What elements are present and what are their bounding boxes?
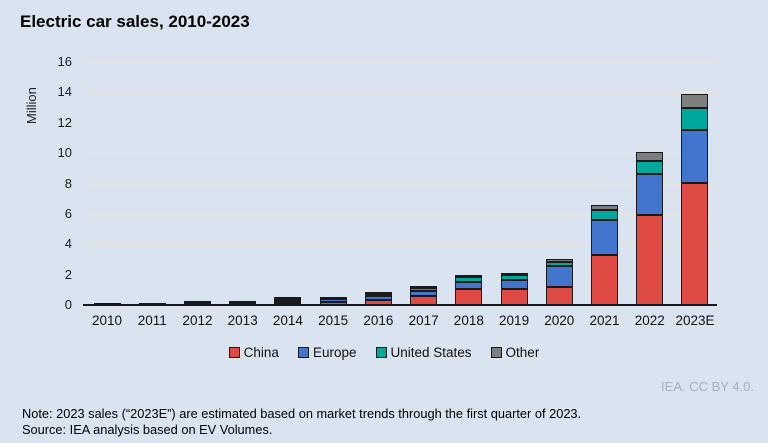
legend-item-united-states: United States: [375, 345, 472, 360]
x-tick-label: 2023E: [675, 313, 715, 328]
bar-segment-china: [591, 255, 619, 305]
bar-segment-china: [545, 287, 573, 305]
bar-segment-united-states: [591, 210, 619, 220]
x-tick-label: 2013: [227, 313, 258, 328]
bar-segment-europe: [274, 301, 302, 303]
bar-segment-china: [681, 183, 709, 305]
y-tick-label: 10: [57, 145, 72, 161]
x-tick-label: 2012: [182, 313, 213, 328]
x-tick-label: 2017: [408, 313, 439, 328]
y-tick-label: 8: [64, 175, 72, 191]
legend-swatch-icon: [490, 347, 502, 358]
bar-segment-united-states: [410, 288, 438, 291]
gridline: [85, 244, 717, 246]
bar-2018: [455, 275, 483, 305]
legend-item-china: China: [228, 345, 279, 360]
legend-item-other: Other: [490, 345, 540, 360]
gridline: [85, 122, 717, 124]
bar-segment-united-states: [545, 262, 573, 266]
bar-2023E: [681, 94, 709, 305]
bar-segment-other: [274, 297, 302, 299]
source-text: Source: IEA analysis based on EV Volumes…: [22, 422, 273, 437]
legend-swatch-icon: [228, 347, 240, 358]
bar-segment-other: [455, 275, 483, 277]
bar-segment-other: [410, 286, 438, 288]
bar-segment-europe: [591, 220, 619, 255]
legend-item-europe: Europe: [297, 345, 357, 360]
y-axis-label: Million: [24, 87, 39, 125]
y-tick-label: 6: [64, 205, 72, 221]
gridline: [85, 213, 717, 215]
bar-segment-united-states: [364, 294, 392, 296]
bar-segment-united-states: [681, 108, 709, 130]
x-tick-label: 2016: [363, 313, 394, 328]
bar-segment-europe: [545, 266, 573, 287]
bar-segment-europe: [455, 282, 483, 289]
bar-segment-united-states: [319, 297, 347, 299]
note-text: Note: 2023 sales (“2023E”) are estimated…: [22, 406, 582, 421]
legend-label: Other: [505, 345, 540, 360]
bar-2020: [545, 259, 573, 305]
plot-area: [85, 62, 717, 305]
bar-segment-united-states: [455, 277, 483, 282]
gridline: [85, 274, 717, 276]
bar-segment-united-states: [274, 299, 302, 301]
x-tick-label: 2014: [272, 313, 303, 328]
bar-segment-europe: [364, 296, 392, 300]
bar-segment-other: [636, 152, 664, 161]
bar-segment-other: [183, 301, 211, 303]
y-tick-label: 16: [57, 54, 72, 69]
x-tick-label: 2019: [499, 313, 530, 328]
bar-segment-united-states: [229, 301, 257, 303]
bar-segment-united-states: [636, 161, 664, 174]
bar-2017: [410, 286, 438, 305]
x-tick-label: 2021: [589, 313, 620, 328]
bar-segment-united-states: [500, 275, 528, 280]
legend-swatch-icon: [375, 347, 387, 358]
bar-segment-other: [364, 292, 392, 294]
bar-2019: [500, 273, 528, 305]
gridline: [85, 183, 717, 185]
x-tick-label: 2011: [137, 313, 167, 328]
y-tick-label: 0: [64, 297, 72, 312]
bar-segment-other: [681, 94, 709, 108]
bar-segment-china: [636, 215, 664, 305]
y-tick-label: 4: [64, 236, 72, 252]
legend-label: Europe: [312, 345, 357, 360]
bar-segment-other: [591, 205, 619, 210]
bar-2022: [636, 152, 664, 305]
gridline: [85, 62, 717, 63]
bar-segment-china: [500, 289, 528, 305]
bar-segment-europe: [319, 299, 347, 302]
bar-segment-europe: [681, 130, 709, 183]
legend-swatch-icon: [297, 347, 309, 358]
x-axis-line: [83, 304, 717, 306]
x-tick-label: 2010: [91, 313, 123, 328]
bar-segment-europe: [500, 280, 528, 289]
bar-segment-other: [545, 259, 573, 262]
bar-2021: [591, 205, 619, 305]
license-credit: IEA. CC BY 4.0.: [661, 379, 754, 394]
legend-label: China: [243, 345, 279, 360]
bar-segment-europe: [636, 174, 664, 215]
bar-segment-china: [455, 289, 483, 305]
gridline: [85, 153, 717, 155]
y-tick-label: 2: [64, 266, 72, 282]
chart-title: Electric car sales, 2010-2023: [20, 12, 250, 31]
bar-segment-other: [500, 273, 528, 275]
gridline: [85, 92, 717, 94]
y-tick-label: 12: [57, 114, 72, 130]
legend-label: United States: [390, 345, 472, 360]
legend: China Europe United States Other: [0, 345, 768, 360]
x-tick-label: 2015: [318, 313, 349, 328]
x-tick-label: 2022: [634, 313, 665, 328]
bar-segment-europe: [410, 291, 438, 296]
y-tick-label: 14: [57, 84, 72, 100]
x-tick-label: 2020: [544, 313, 575, 328]
x-tick-label: 2018: [453, 313, 484, 328]
